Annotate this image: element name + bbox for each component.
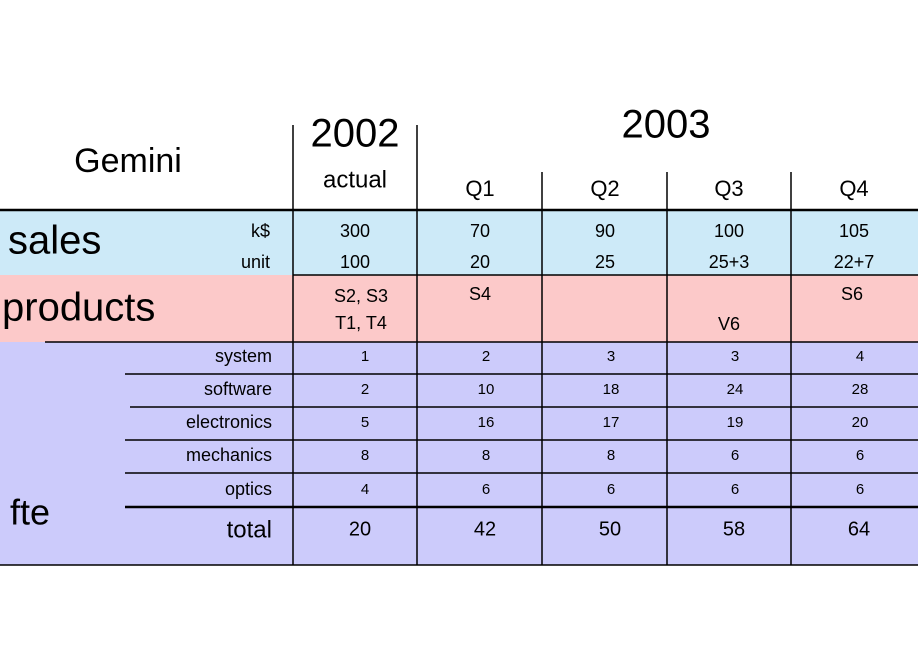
cell: 22+7 — [834, 252, 875, 272]
cell: 3 — [731, 348, 739, 365]
row-label: system — [215, 346, 272, 366]
cell: 50 — [599, 518, 621, 540]
cell: 8 — [482, 447, 490, 464]
cell: 70 — [470, 221, 490, 241]
cell: 20 — [349, 518, 371, 540]
cell: 1 — [361, 348, 369, 365]
section-label: products — [2, 286, 155, 330]
cell: 105 — [839, 221, 869, 241]
cell: 18 — [603, 381, 620, 398]
cell: 4 — [856, 348, 864, 365]
cell: 20 — [852, 414, 869, 431]
cell: 42 — [474, 518, 496, 540]
cell: 6 — [482, 481, 490, 498]
cell: 2 — [361, 381, 369, 398]
cell: 6 — [607, 481, 615, 498]
cell: T1, T4 — [335, 313, 387, 333]
quarter-header: Q2 — [590, 176, 619, 201]
row-label: optics — [225, 479, 272, 499]
cell: 24 — [727, 381, 744, 398]
cell: 25+3 — [709, 252, 750, 272]
cell: 5 — [361, 414, 369, 431]
cell: 6 — [731, 481, 739, 498]
title: Gemini — [74, 142, 182, 180]
cell: 4 — [361, 481, 369, 498]
quarter-header: Q3 — [714, 176, 743, 201]
section-label: fte — [10, 492, 50, 533]
year-header: 2002 — [311, 112, 400, 156]
cell: 6 — [856, 447, 864, 464]
cell: 8 — [361, 447, 369, 464]
cell: 2 — [482, 348, 490, 365]
quarter-header: Q1 — [465, 176, 494, 201]
cell: 3 — [607, 348, 615, 365]
sales-band — [0, 210, 918, 275]
row-label: mechanics — [186, 445, 272, 465]
cell: 17 — [603, 414, 620, 431]
year-header: 2003 — [622, 103, 711, 147]
cell: 20 — [470, 252, 490, 272]
cell: 19 — [727, 414, 744, 431]
fte-band — [0, 342, 918, 565]
cell: 64 — [848, 518, 870, 540]
products-band — [0, 275, 918, 342]
unit-label: unit — [241, 252, 270, 272]
cell: 90 — [595, 221, 615, 241]
row-label: electronics — [186, 412, 272, 432]
cell: 58 — [723, 518, 745, 540]
cell: 6 — [731, 447, 739, 464]
cell: 300 — [340, 221, 370, 241]
cell: 8 — [607, 447, 615, 464]
cell: 100 — [714, 221, 744, 241]
quarter-header: Q4 — [839, 176, 868, 201]
cell: V6 — [718, 314, 740, 334]
section-label: sales — [8, 219, 101, 263]
subheader: actual — [323, 166, 387, 193]
cell: 28 — [852, 381, 869, 398]
unit-label: k$ — [251, 221, 270, 241]
cell: 16 — [478, 414, 495, 431]
cell: 6 — [856, 481, 864, 498]
row-label: software — [204, 379, 272, 399]
cell: S4 — [469, 284, 491, 304]
cell: 25 — [595, 252, 615, 272]
cell: 10 — [478, 381, 495, 398]
cell: S6 — [841, 284, 863, 304]
row-label: total — [227, 516, 272, 543]
cell: S2, S3 — [334, 286, 388, 306]
cell: 100 — [340, 252, 370, 272]
